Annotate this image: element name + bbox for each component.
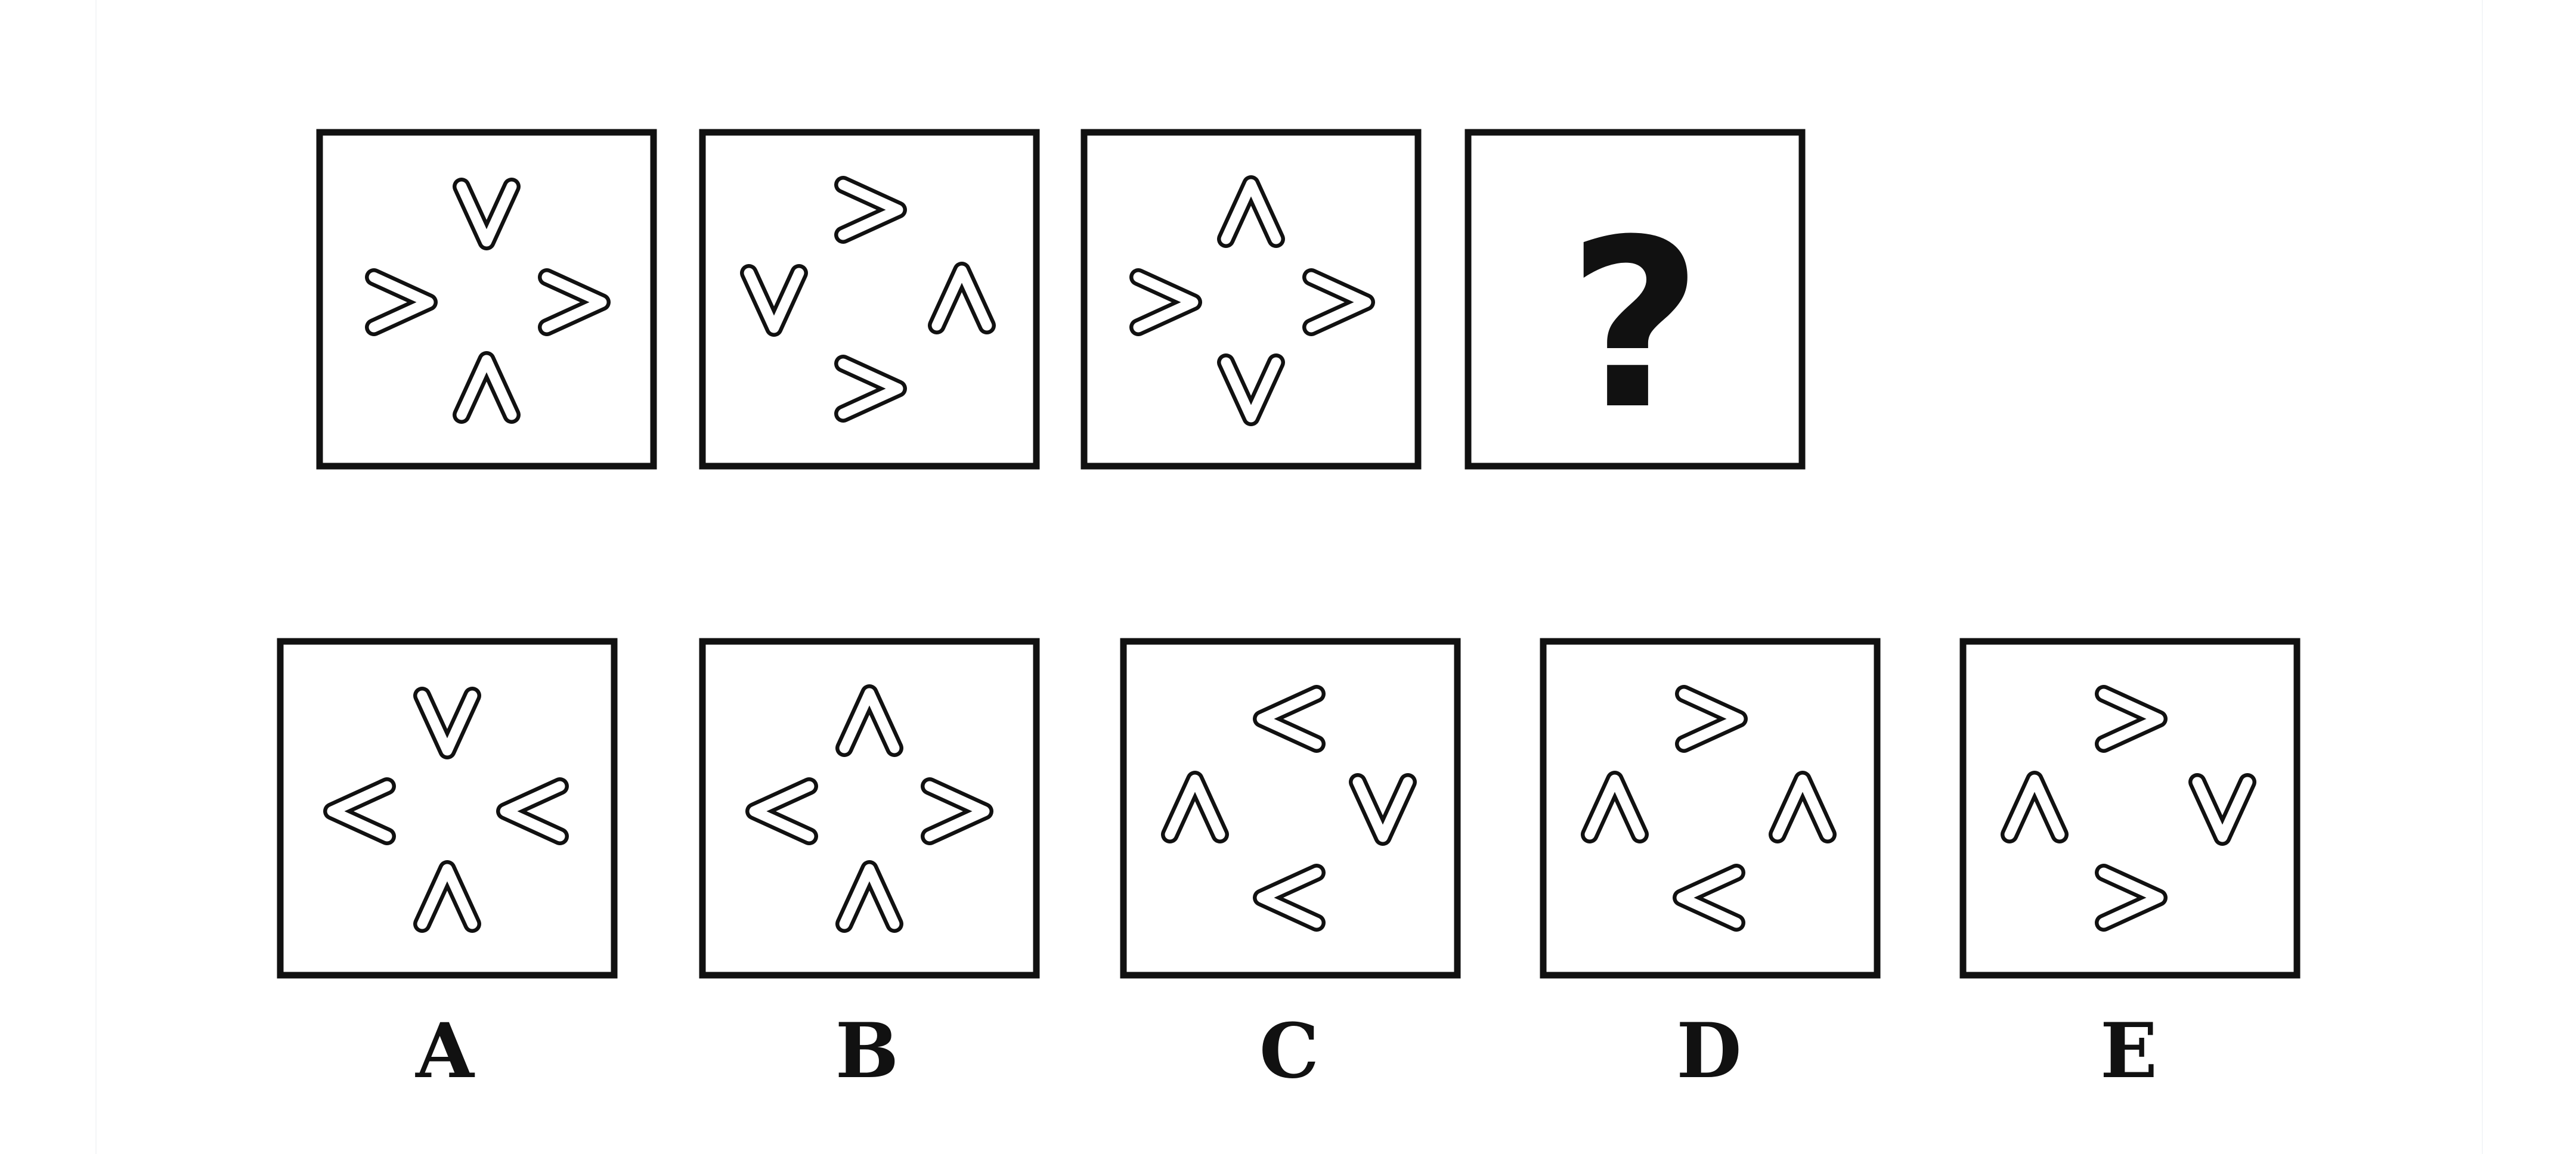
- question-mark-icon: ?: [1568, 190, 1702, 460]
- option-b-chevron-4: [835, 860, 903, 933]
- option-c-chevron-2: [1161, 771, 1229, 843]
- sequence-box-1-chevron-2: [365, 268, 438, 336]
- option-b-chevron-2: [745, 777, 818, 845]
- option-d-chevron-3: [1769, 771, 1837, 843]
- sequence-box-4: [1465, 129, 1806, 470]
- option-a-chevron-2: [323, 777, 396, 845]
- sequence-box-1-chevron-3: [538, 268, 611, 336]
- option-a-chevron-3: [496, 777, 569, 845]
- option-d-chevron-4: [1673, 864, 1745, 932]
- option-label-d: D: [1676, 1007, 1742, 1095]
- option-a-chevron-1: [413, 687, 481, 759]
- option-label-b: B: [835, 1007, 899, 1095]
- sequence-box-2-chevron-3: [928, 262, 996, 334]
- option-b-chevron-1: [835, 684, 903, 757]
- sequence-box-2-chevron-4: [834, 355, 907, 423]
- option-e-chevron-2: [2001, 771, 2069, 843]
- sequence-box-2-chevron-2: [740, 264, 808, 337]
- option-label-c: C: [1259, 1007, 1320, 1095]
- option-d-chevron-1: [1675, 685, 1748, 753]
- option-e-chevron-1: [2095, 685, 2168, 753]
- sequence-box-2-chevron-1: [834, 176, 907, 244]
- sequence-box-3-chevron-4: [1217, 353, 1285, 426]
- option-c-chevron-1: [1253, 685, 1326, 753]
- option-label-a: A: [416, 1007, 474, 1095]
- option-c-chevron-3: [1349, 773, 1417, 846]
- sequence-box-3-chevron-1: [1217, 175, 1285, 248]
- sequence-box-1-chevron-1: [453, 178, 521, 250]
- sequence-box-3-chevron-2: [1129, 268, 1202, 336]
- option-a-chevron-4: [413, 860, 481, 933]
- sequence-box-3-chevron-3: [1302, 268, 1375, 336]
- option-label-e: E: [2100, 1007, 2158, 1095]
- option-d-chevron-2: [1581, 771, 1649, 843]
- option-e-chevron-4: [2095, 864, 2168, 932]
- option-e-chevron-3: [2188, 773, 2256, 846]
- option-c-chevron-4: [1253, 864, 1326, 932]
- option-b-chevron-3: [921, 777, 993, 845]
- sequence-box-1-chevron-4: [453, 351, 521, 424]
